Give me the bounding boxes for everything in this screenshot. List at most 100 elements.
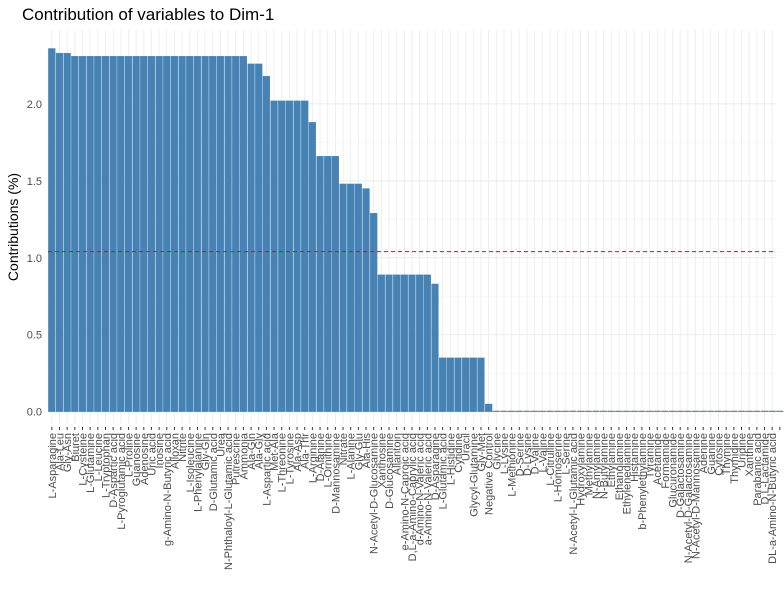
bar (48, 48, 56, 412)
bar (193, 56, 202, 412)
bar (140, 56, 148, 412)
bar (523, 410, 531, 412)
x-tick-label: L-Valine (537, 433, 549, 473)
bar (247, 63, 255, 412)
x-tick-label: Met-Ala (269, 432, 281, 471)
x-tick-label: N-Acetyl-D-Galactosamine (683, 433, 695, 563)
x-tick-label: g-Amino-N-Butyric acid (162, 433, 174, 546)
x-tick-label: L-Aspartic acid (261, 433, 273, 506)
bar (745, 410, 753, 412)
x-tick-label: Cytidine (453, 433, 465, 473)
x-tick-label: L-Ornithine (323, 433, 335, 487)
x-tick-label: D,L-a-Amino-Caprylic acid (407, 433, 419, 561)
bar (760, 410, 769, 412)
y-tick-label: 0.5 (27, 330, 42, 342)
bar (668, 410, 677, 412)
x-tick-label: D-Asparagine (430, 433, 442, 500)
bar (308, 122, 316, 412)
bar (155, 56, 163, 412)
x-tick-label: Nitrite (177, 433, 189, 462)
bar (508, 410, 516, 412)
x-tick-label: Ethanolamine (614, 433, 626, 500)
bar (423, 274, 431, 412)
x-tick-label: L-Serine (560, 433, 572, 475)
bar (393, 274, 401, 412)
bar (55, 52, 64, 412)
bar (201, 56, 209, 412)
bar (285, 100, 293, 412)
x-tick-label: Xanthosine (376, 433, 388, 488)
bar (592, 410, 600, 412)
x-tick-label: N-Phthaloyl-L-Glutamic acid (223, 433, 235, 570)
bar (737, 410, 746, 412)
bar (599, 410, 608, 412)
bar (684, 410, 692, 412)
x-tick-label: Gly-Met (476, 433, 488, 472)
x-tick-label: L-Tryptophan (100, 433, 112, 498)
x-tick-label: Adenosine (139, 433, 151, 485)
bar (584, 410, 592, 412)
x-tick-label: e-Amino-N-Caproic acid (399, 433, 411, 550)
x-tick-label: Alloxan (169, 433, 181, 469)
x-tick-label: Thymine (721, 433, 733, 475)
bar (377, 274, 385, 412)
bar (469, 357, 477, 412)
x-tick-label: Guanosine (131, 433, 143, 486)
x-tick-label: D-Lysine (522, 433, 534, 476)
x-tick-label: Guanine (706, 433, 718, 475)
bar (331, 156, 339, 412)
bar (86, 56, 94, 412)
x-tick-label: L-Leucine (93, 433, 105, 481)
x-tick-label: L-Alanine (346, 433, 358, 479)
bar (408, 274, 416, 412)
x-tick-label: Gly-Asn (62, 433, 74, 472)
bar (262, 76, 270, 412)
x-tick-label: Glycine (491, 433, 503, 470)
bar (255, 63, 263, 412)
bar (446, 357, 454, 412)
bar (362, 188, 370, 412)
bar (492, 410, 500, 412)
bar (500, 410, 508, 412)
chart-title: Contribution of variables to Dim-1 (22, 5, 274, 24)
x-tick-label: L-Tyrosine (284, 433, 296, 484)
bar (186, 56, 194, 412)
bar (485, 403, 493, 412)
y-tick-label: 2.0 (27, 99, 42, 111)
x-tick-label: L-Homoserine (553, 433, 565, 502)
x-tick-label: DL-a-Amino-N-Butyric acid (767, 433, 779, 564)
x-tick-label: Uric acid (146, 433, 158, 476)
bar (324, 156, 332, 412)
bar (776, 410, 784, 412)
x-tick-label: D-Galactosamine (675, 433, 687, 518)
x-tick-label: Biuret (70, 433, 82, 462)
bar (370, 212, 378, 412)
x-tick-label: Negative Control (484, 433, 496, 515)
x-tick-label: Gly-Glu (353, 433, 365, 470)
x-tick-label: Glycyl-Glutamine (468, 433, 480, 517)
bar (109, 56, 117, 412)
x-tick-label: Xanthine (744, 433, 756, 476)
bar (622, 410, 631, 412)
y-axis-title: Contributions (%) (5, 173, 21, 281)
x-tick-label: L-Glutamic acid (438, 433, 450, 509)
x-tick-label: Tyramine (645, 433, 657, 478)
x-tick-label: D-Glutamic acid (208, 433, 220, 511)
x-tick-label: Ala-Gln (246, 433, 258, 470)
x-tick-label: Ala-His (361, 433, 373, 469)
bar (224, 56, 232, 412)
bar (515, 410, 523, 412)
x-tick-label: L-Lysine (499, 433, 511, 474)
bar (117, 56, 125, 412)
bar (78, 56, 87, 412)
bar (462, 357, 470, 412)
x-tick-label: Ala-Asp (292, 433, 304, 472)
bar (531, 410, 539, 412)
x-tick-label: D,L-Lactamide (760, 433, 772, 505)
bar (561, 410, 569, 412)
bar (94, 56, 102, 412)
x-tick-label: Allantoin (392, 433, 404, 475)
bar (101, 56, 110, 412)
x-tick-label: L-Glutamine (85, 433, 97, 493)
